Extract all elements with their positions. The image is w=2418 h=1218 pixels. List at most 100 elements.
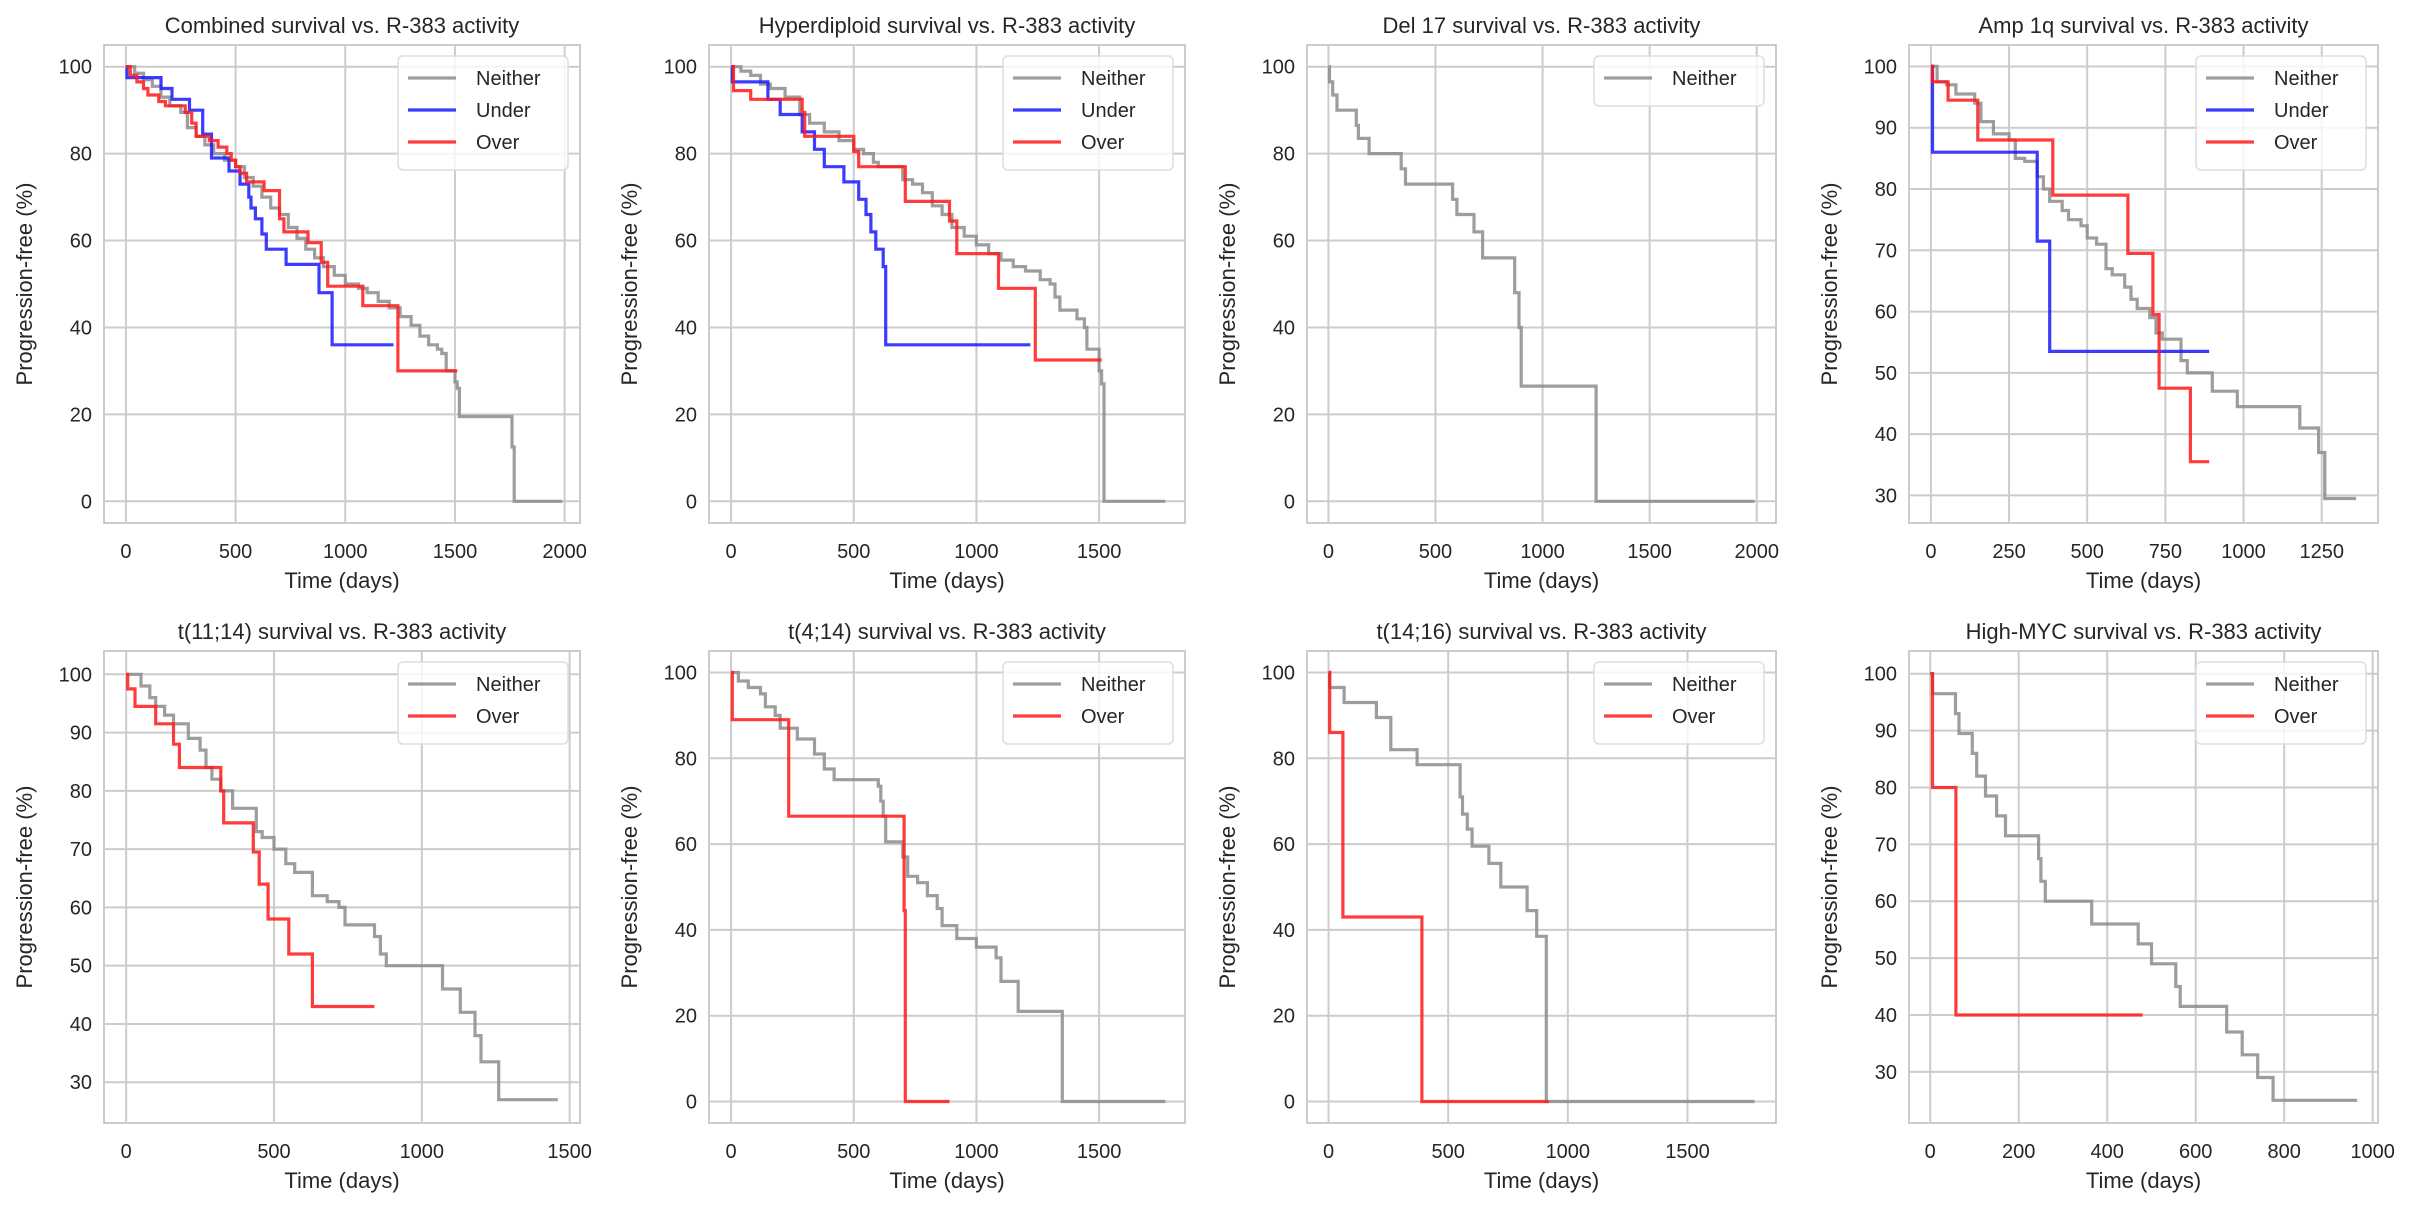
y-tick-label: 30 [1875, 1062, 1897, 1084]
x-tick-label: 1000 [2350, 1141, 2395, 1163]
x-axis-label: Time (days) [284, 1168, 399, 1193]
panel-5: 0 500 1000 1500 30 40 50 60 70 80 90 100 t(11;14) su… [12, 619, 592, 1193]
panel-4: 0 250 500 750 1000 1250 30 40 50 60 70 80 90 100 Amp 1… [1817, 13, 2379, 593]
x-tick-label: 500 [219, 541, 252, 563]
series-line-neither [1327, 65, 1755, 503]
y-tick-label: 80 [1875, 777, 1897, 799]
y-tick-label: 60 [675, 231, 697, 253]
y-tick-label: 30 [70, 1072, 92, 1094]
legend-box [1593, 55, 1765, 107]
y-axis-label: Progression-free (%) [12, 183, 37, 386]
x-tick-label: 200 [2002, 1141, 2035, 1163]
x-tick-label: 0 [121, 1141, 132, 1163]
legend-label-neither: Neither [1672, 674, 1737, 696]
y-tick-label: 100 [1864, 664, 1897, 686]
chart-title: t(4;14) survival vs. R-383 activity [788, 619, 1106, 644]
chart-title: Del 17 survival vs. R-383 activity [1383, 13, 1701, 38]
legend: Neither Under Over [1002, 55, 1174, 171]
x-tick-label: 500 [257, 1141, 290, 1163]
x-tick-label: 1000 [954, 541, 999, 563]
legend-label-neither: Neither [1081, 674, 1146, 696]
legend-label-over: Over [476, 706, 520, 728]
y-tick-label: 80 [1875, 179, 1897, 201]
legend: Neither [1593, 55, 1765, 107]
y-tick-label: 100 [664, 57, 697, 79]
x-tick-label: 1000 [400, 1141, 445, 1163]
panel-3: 0 500 1000 1500 2000 0 20 40 60 80 100 Del 17 survi… [1215, 13, 1779, 593]
legend-label-under: Under [2274, 100, 2329, 122]
panel-6: 0 500 1000 1500 0 20 40 60 80 100 t(4;14) survival… [617, 619, 1186, 1193]
x-tick-label: 0 [726, 1141, 737, 1163]
y-tick-label: 30 [1875, 485, 1897, 507]
x-tick-label: 500 [1419, 541, 1452, 563]
legend: Neither Over [1593, 661, 1765, 745]
axes-frame [708, 650, 1186, 1124]
x-tick-label: 0 [1323, 541, 1334, 563]
series-line-under [125, 65, 394, 347]
panel-2: 0 500 1000 1500 0 20 40 60 80 100 Hyperdiploid sur… [617, 13, 1186, 593]
x-tick-label: 500 [2071, 541, 2104, 563]
x-tick-label: 500 [837, 1141, 870, 1163]
y-tick-label: 60 [70, 897, 92, 919]
y-tick-label: 90 [70, 723, 92, 745]
y-tick-label: 90 [1875, 118, 1897, 140]
y-tick-label: 100 [59, 57, 92, 79]
y-tick-label: 60 [1875, 302, 1897, 324]
legend-label-neither: Neither [2274, 674, 2339, 696]
y-tick-label: 40 [675, 317, 697, 339]
axes-frame [1306, 44, 1777, 524]
chart-title: t(14;16) survival vs. R-383 activity [1376, 619, 1706, 644]
y-tick-label: 80 [70, 781, 92, 803]
chart-title: High-MYC survival vs. R-383 activity [1966, 619, 2322, 644]
y-tick-label: 100 [1262, 662, 1295, 684]
legend-label-neither: Neither [1672, 68, 1737, 90]
x-tick-label: 1250 [2299, 541, 2344, 563]
axes-frame [103, 44, 581, 524]
axes-frame [103, 650, 581, 1124]
legend-label-neither: Neither [1081, 68, 1146, 90]
x-tick-label: 1500 [1077, 541, 1122, 563]
y-tick-label: 20 [1273, 404, 1295, 426]
y-tick-label: 50 [1875, 363, 1897, 385]
x-axis-label: Time (days) [2086, 568, 2201, 593]
series-line-neither [1328, 670, 1755, 1104]
y-tick-label: 0 [686, 491, 697, 513]
legend-label-over: Over [476, 132, 520, 154]
legend-label-neither: Neither [2274, 68, 2339, 90]
x-tick-label: 1000 [2221, 541, 2266, 563]
y-tick-label: 40 [1875, 424, 1897, 446]
x-tick-label: 1500 [1665, 1141, 1710, 1163]
y-tick-label: 60 [675, 834, 697, 856]
x-tick-label: 1500 [1627, 541, 1672, 563]
y-tick-label: 80 [675, 748, 697, 770]
y-axis-label: Progression-free (%) [1817, 183, 1842, 386]
x-axis-label: Time (days) [1484, 1168, 1599, 1193]
y-tick-label: 60 [1273, 231, 1295, 253]
x-tick-label: 600 [2179, 1141, 2212, 1163]
y-tick-label: 100 [1864, 56, 1897, 78]
chart-title: t(11;14) survival vs. R-383 activity [178, 619, 506, 644]
plot-area [1307, 45, 1776, 523]
series-line-over [125, 65, 458, 373]
legend: Neither Over [397, 661, 569, 745]
axes-frame [1908, 650, 2379, 1124]
x-tick-label: 1000 [954, 1141, 999, 1163]
series-line-over [126, 672, 375, 1009]
x-tick-label: 2000 [542, 541, 587, 563]
x-tick-label: 750 [2149, 541, 2182, 563]
y-tick-label: 0 [686, 1092, 697, 1114]
y-axis-label: Progression-free (%) [1215, 183, 1240, 386]
x-tick-label: 1000 [323, 541, 368, 563]
x-tick-label: 400 [2091, 1141, 2124, 1163]
legend-label-over: Over [1081, 132, 1125, 154]
x-tick-label: 250 [1992, 541, 2025, 563]
legend: Neither Over [1002, 661, 1174, 745]
x-tick-label: 1500 [1077, 1141, 1122, 1163]
y-tick-label: 60 [70, 231, 92, 253]
y-tick-label: 50 [1875, 948, 1897, 970]
x-tick-label: 800 [2268, 1141, 2301, 1163]
legend: Neither Over [2195, 661, 2367, 745]
panel-7: 0 500 1000 1500 0 20 40 60 80 100 t(14;16) surviva… [1215, 619, 1777, 1193]
y-axis-label: Progression-free (%) [1817, 786, 1842, 989]
legend: Neither Under Over [2195, 55, 2367, 171]
